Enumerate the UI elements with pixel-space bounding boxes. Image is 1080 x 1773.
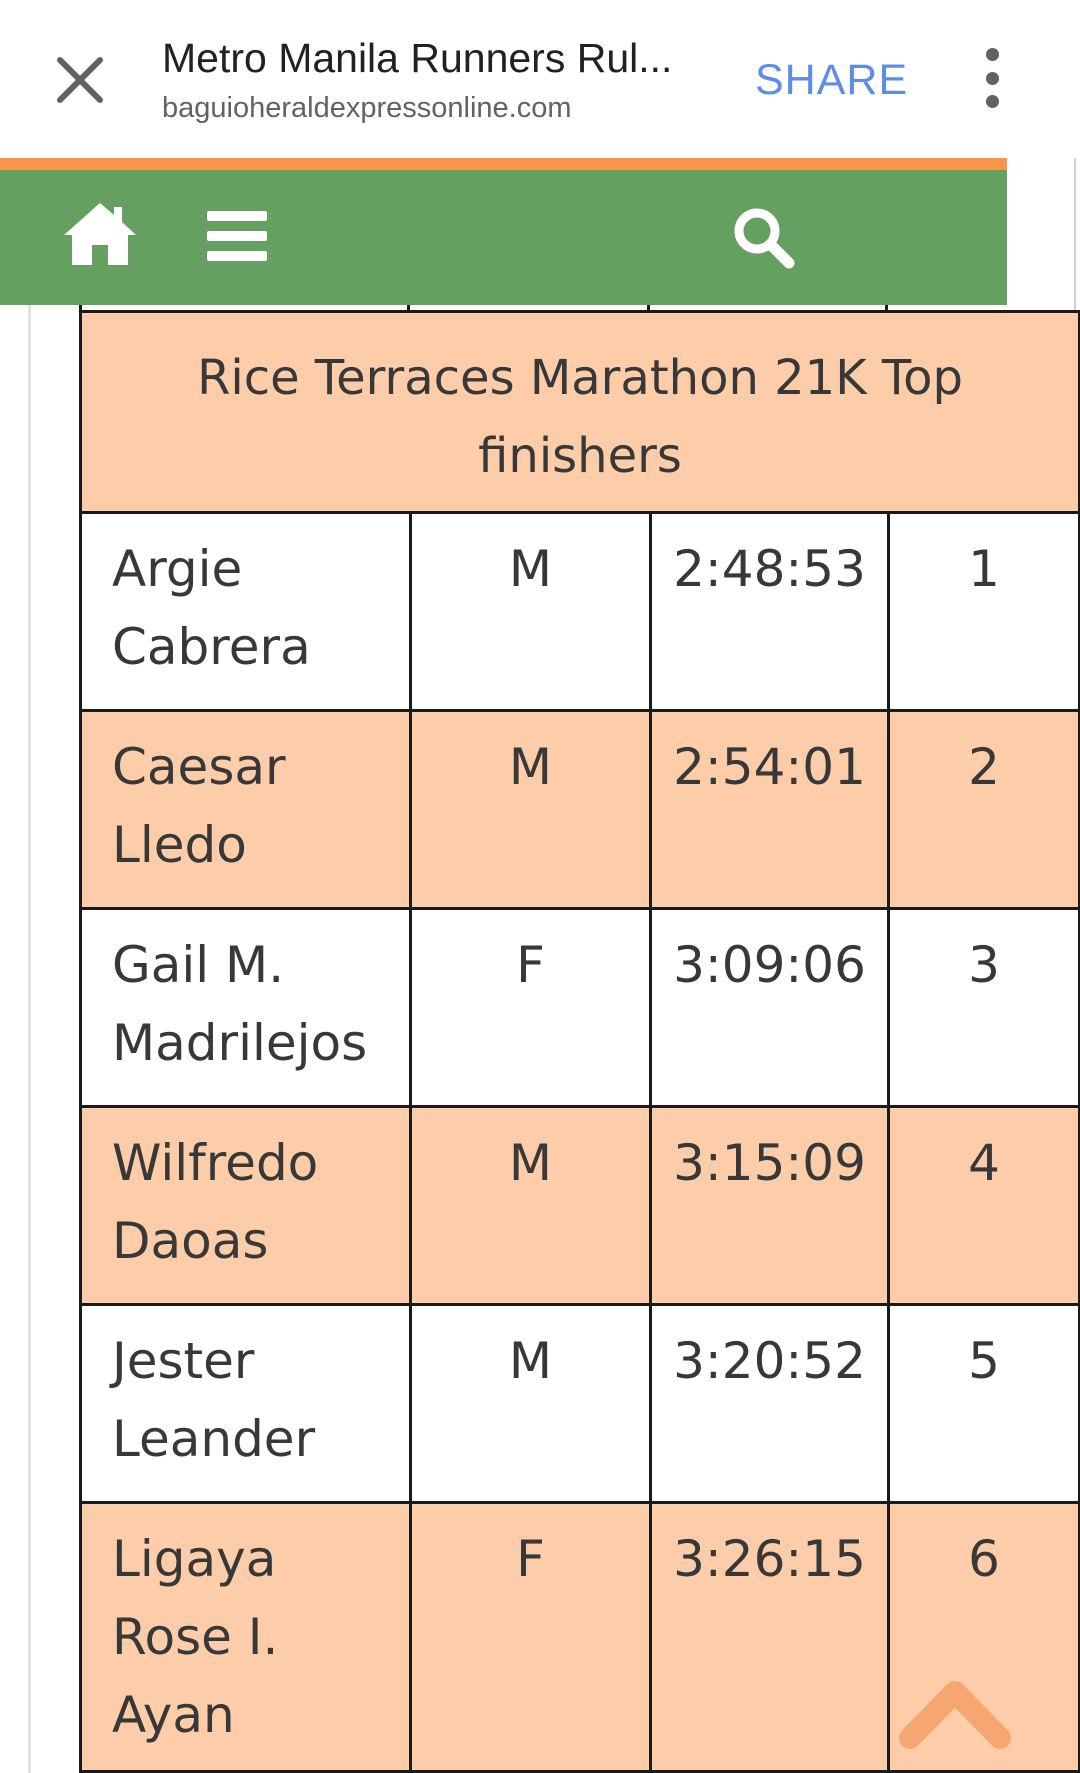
menu-button[interactable] <box>202 204 272 268</box>
table-column-stub <box>79 305 82 313</box>
table-column-stub <box>647 305 650 313</box>
browser-toolbar: Metro Manila Runners Rul... baguioherald… <box>0 0 1080 158</box>
runner-gender: M <box>409 709 652 910</box>
table-header-row: Rice Terraces Marathon 21K Top finishers <box>78 310 1080 514</box>
share-button[interactable]: SHARE <box>755 56 909 104</box>
runner-time: 3:20:52 <box>649 1303 890 1504</box>
site-nav-bar <box>0 170 1007 305</box>
runner-rank: 1 <box>886 511 1080 712</box>
runner-rank: 5 <box>886 1303 1080 1504</box>
search-icon <box>734 208 795 269</box>
close-icon <box>57 57 103 103</box>
scroll-to-top-button[interactable] <box>896 1672 1014 1752</box>
table-row: Gail M. Madrilejos F 3:09:06 3 <box>79 907 1080 1108</box>
runner-gender: F <box>409 907 652 1108</box>
table-column-stub <box>407 305 410 313</box>
table-row: Jester Leander M 3:20:52 5 <box>79 1303 1080 1504</box>
runner-gender: M <box>409 511 652 712</box>
table-row: Caesar Lledo M 2:54:01 2 <box>79 709 1080 910</box>
runner-name: Argie Cabrera <box>79 511 412 712</box>
search-button[interactable] <box>726 200 802 276</box>
menu-icon <box>207 211 267 261</box>
table-column-stub <box>885 305 888 313</box>
runner-time: 2:48:53 <box>649 511 890 712</box>
runner-rank: 2 <box>886 709 1080 910</box>
results-table: Rice Terraces Marathon 21K Top finishers… <box>78 310 1080 1773</box>
runner-gender: M <box>409 1105 652 1306</box>
page-title: Metro Manila Runners Rul... <box>162 35 673 81</box>
runner-name: Wilfredo Daoas <box>79 1105 412 1306</box>
home-button[interactable] <box>58 192 142 276</box>
results-table-container: Rice Terraces Marathon 21K Top finishers… <box>78 310 1080 1773</box>
runner-gender: F <box>409 1501 652 1773</box>
more-options-button[interactable] <box>966 48 1018 108</box>
runner-name: Gail M. Madrilejos <box>79 907 412 1108</box>
page-info: Metro Manila Runners Rul... baguioherald… <box>162 30 702 128</box>
runner-time: 3:09:06 <box>649 907 890 1108</box>
more-vertical-icon <box>985 48 999 61</box>
home-icon <box>64 203 136 265</box>
table-row: Ligaya Rose I. Ayan F 3:26:15 6 <box>79 1501 1080 1773</box>
page-url: baguioheraldexpressonline.com <box>162 92 572 124</box>
table-row: Argie Cabrera M 2:48:53 1 <box>79 511 1080 712</box>
table-title: Rice Terraces Marathon 21K Top finishers <box>78 310 1080 514</box>
runner-name: Ligaya Rose I. Ayan <box>79 1501 412 1773</box>
close-button[interactable] <box>50 50 110 110</box>
runner-time: 2:54:01 <box>649 709 890 910</box>
runner-time: 3:15:09 <box>649 1105 890 1306</box>
chevron-up-icon <box>899 1681 1011 1749</box>
runner-rank: 4 <box>886 1105 1080 1306</box>
runner-time: 3:26:15 <box>649 1501 890 1773</box>
runner-rank: 3 <box>886 907 1080 1108</box>
runner-gender: M <box>409 1303 652 1504</box>
runner-name: Jester Leander <box>79 1303 412 1504</box>
runner-name: Caesar Lledo <box>79 709 412 910</box>
accent-line <box>0 158 1007 170</box>
content-border <box>28 305 31 1773</box>
table-row: Wilfredo Daoas M 3:15:09 4 <box>79 1105 1080 1306</box>
